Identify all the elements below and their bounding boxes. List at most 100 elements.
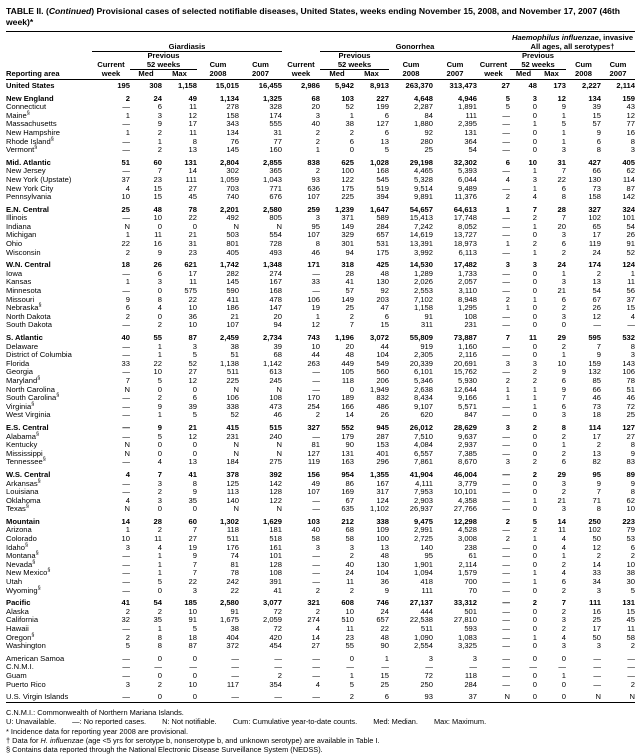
row-cell-5: 2: [315, 136, 320, 146]
row-cell-7: 26: [380, 410, 389, 420]
row-cell-8: 2,903: [413, 495, 433, 505]
row-cell-4: 1,043: [262, 174, 282, 184]
row-cell-12: 8: [561, 422, 566, 432]
row-cell-3: 176: [226, 542, 239, 552]
row-cell-5: 274: [307, 615, 320, 625]
row-cell-11: 0: [532, 268, 537, 278]
row-cell-0: 40: [121, 333, 130, 342]
row-cell-6: 371: [341, 213, 354, 223]
row-cell-3: 186: [226, 303, 239, 313]
row-area-label: Massachusetts: [6, 119, 57, 129]
row-cell-11: 0: [532, 145, 537, 155]
row-cell-2: 11: [189, 127, 197, 137]
row-area-label: W.S. Central: [6, 469, 51, 479]
row-cell-11: 0: [532, 559, 537, 569]
row-cell-12: 10: [557, 358, 566, 368]
row-cell-14: 405: [622, 157, 635, 167]
row-cell-13: 24: [592, 247, 601, 257]
row-cell-2: 9: [192, 551, 197, 561]
row-cell-4: 168: [269, 286, 282, 296]
row-cell-10: —: [502, 551, 510, 561]
row-cell-5: 2: [315, 410, 320, 420]
row-cell-4: N: [276, 221, 282, 231]
table-row: Maine§ 1 3 12 158 174 3 1 6 84 111 — 0 1 15 12: [6, 110, 635, 121]
row-cell-5: 8: [315, 239, 320, 249]
row-cell-9: 5,571: [457, 401, 477, 411]
row-cell-11: 0: [532, 653, 537, 663]
row-cell-13: N: [595, 692, 601, 702]
row-cell-2: 575: [184, 286, 197, 296]
row-cell-7: 104: [376, 350, 389, 360]
row-cell-12: 1: [561, 440, 566, 450]
row-cell-7: 153: [376, 440, 389, 450]
row-cell-0: —: [122, 136, 130, 146]
row-area-label: Puerto Rico: [6, 679, 46, 689]
col-current-haemophilus: Current: [479, 60, 508, 70]
row-cell-2: 13: [188, 145, 197, 155]
col-current-gonorrhea: Current: [287, 60, 315, 70]
row-cell-11: 2: [532, 213, 537, 223]
row-area-label: Louisiana: [6, 487, 39, 497]
row-cell-14: 2: [630, 641, 635, 651]
row-cell-14: 25: [626, 410, 635, 420]
row-cell-9: 1,083: [457, 632, 477, 642]
row-cell-6: 163: [341, 457, 354, 467]
row-cell-12: 9: [561, 367, 566, 377]
row-cell-4: 275: [269, 457, 282, 467]
row-cell-8: 1,158: [413, 303, 433, 313]
row-cell-2: 12: [188, 375, 197, 385]
row-cell-11: 0: [532, 431, 537, 441]
row-area-label: New York City: [6, 183, 54, 193]
row-cell-11: 0: [532, 692, 537, 702]
row-cell-11: 2: [532, 375, 537, 385]
row-cell-5: 1: [315, 145, 320, 155]
row-cell-7: 657: [376, 230, 389, 240]
row-cell-9: 20,691: [453, 358, 477, 368]
row-cell-4: 16,455: [258, 80, 282, 90]
row-cell-4: 108: [269, 393, 282, 403]
row-cell-13: 2,227: [581, 80, 601, 90]
row-cell-3: 134: [226, 127, 239, 137]
row-area-label: Georgia: [6, 367, 34, 377]
row-cell-14: 53: [626, 534, 635, 544]
row-cell-11: 0: [532, 102, 537, 112]
row-cell-6: 149: [341, 221, 354, 231]
row-cell-3: 405: [226, 247, 239, 257]
row-cell-5: —: [312, 268, 320, 278]
row-cell-9: 61: [468, 551, 477, 561]
row-cell-4: 181: [269, 525, 282, 535]
row-cell-2: 45: [188, 192, 197, 202]
row-cell-11: 0: [532, 136, 537, 146]
row-cell-11: 48: [528, 80, 537, 90]
row-cell-5: 44: [311, 350, 320, 360]
row-cell-8: 250: [420, 679, 433, 689]
row-cell-6: 3: [349, 542, 354, 552]
row-area-label: Connecticut: [6, 102, 47, 112]
table-row: Arkansas§ — 3 8 125 142 49 86 167 4,111 3,779 — 0 3 9 9: [6, 478, 635, 489]
row-cell-6: 625: [341, 157, 354, 167]
row-cell-12: 4: [561, 632, 566, 642]
row-cell-13: —: [593, 670, 601, 680]
table-row: Texas§ N 0 0 N N — 635 1,102 26,937 27,766 — 0 3 8 10: [6, 504, 635, 514]
row-cell-0: 4: [125, 183, 130, 193]
row-cell-3: 140: [226, 495, 239, 505]
row-cell-0: 7: [125, 375, 130, 385]
row-cell-1: 3: [157, 110, 162, 120]
row-cell-7: 90: [380, 641, 389, 651]
row-cell-5: 171: [307, 260, 320, 270]
row-cell-11: 0: [532, 341, 537, 351]
row-cell-9: 2,116: [458, 350, 477, 360]
row-cell-0: —: [122, 401, 130, 411]
table-row: Hawaii — 1 5 38 72 4 11 22 511 593 — 0 2 17 11: [6, 624, 635, 634]
row-area-label: S. Atlantic: [6, 333, 43, 342]
row-cell-3: 503: [226, 230, 239, 240]
row-cell-3: 76: [230, 136, 239, 146]
row-cell-7: 1: [384, 653, 389, 663]
row-cell-9: 15,762: [453, 367, 477, 377]
col-52weeks-gonorrhea: 52 weeks: [320, 60, 389, 71]
row-cell-0: 5: [125, 641, 130, 651]
row-cell-5: —: [312, 692, 320, 702]
row-cell-3: 411: [226, 294, 239, 304]
row-cell-5: —: [312, 431, 320, 441]
row-cell-6: 449: [341, 358, 354, 368]
